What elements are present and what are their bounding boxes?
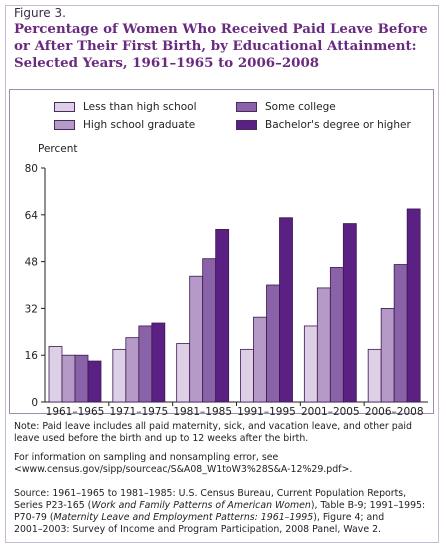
chart-title-line-1: Percentage of Women Who Received Paid Le… — [14, 21, 428, 37]
legend-item-bachelors: Bachelor's degree or higher — [236, 119, 411, 131]
source-line-3-title: Maternity Leave and Employment Patterns:… — [53, 512, 314, 523]
chart-note: Note: Paid leave includes all paid mater… — [14, 421, 412, 444]
sampling-info-line-1: For information on sampling and nonsampl… — [14, 452, 279, 463]
sampling-info-url: <www.census.gov/sipp/sourceac/S&A08_W1to… — [14, 464, 353, 475]
bar — [266, 284, 280, 403]
bar — [74, 354, 89, 403]
legend-swatch-less-than-high-school — [54, 102, 75, 112]
bar — [138, 325, 153, 403]
bar — [342, 223, 357, 403]
chart-title-line-2: or After Their First Birth, by Education… — [14, 38, 417, 54]
x-tick-label: 2006–2008 — [365, 406, 424, 418]
y-tick-label: 16 — [25, 350, 39, 362]
bar — [316, 287, 331, 403]
x-tick-label: 1981–1985 — [173, 406, 232, 418]
figure-label: Figure 3. — [14, 6, 66, 20]
y-tick-label: 32 — [25, 303, 38, 315]
legend-swatch-bachelors — [236, 120, 257, 130]
x-tick-label: 1961–1965 — [46, 406, 105, 418]
bar — [215, 229, 230, 403]
bar — [48, 346, 63, 403]
bar — [279, 217, 293, 403]
bar — [380, 307, 395, 403]
x-tick-label: 1991–1995 — [237, 406, 296, 418]
bar — [176, 343, 191, 403]
bar — [112, 348, 127, 403]
legend-label-bachelors: Bachelor's degree or higher — [265, 119, 411, 131]
bar — [240, 348, 254, 403]
legend-label-some-college: Some college — [265, 101, 336, 113]
legend-item-less-than-high-school: Less than high school — [54, 101, 197, 113]
bar — [303, 325, 318, 403]
source-line-3-pre: P70-79 ( — [14, 512, 54, 523]
legend-item-high-school-graduate: High school graduate — [54, 119, 195, 131]
legend-item-some-college: Some college — [236, 101, 336, 113]
source-line-1: Source: 1961–1965 to 1981–1985: U.S. Cen… — [14, 488, 407, 499]
bar — [189, 275, 204, 403]
bar — [61, 354, 76, 403]
bar — [406, 208, 421, 403]
source-line-2-title: Work and Family Patterns of American Wom… — [91, 500, 311, 511]
legend-label-less-than-high-school: Less than high school — [83, 101, 197, 113]
chart-title-line-3: Selected Years, 1961–1965 to 2006–2008 — [14, 55, 320, 71]
bar — [329, 267, 344, 403]
source-line-2-pre: Series P23-165 ( — [14, 500, 92, 511]
bar — [367, 348, 382, 403]
source-line-3-post: ), Figure 4; and — [313, 512, 385, 523]
bar — [151, 322, 166, 403]
legend-swatch-some-college — [236, 102, 257, 112]
chart-title: Percentage of Women Who Received Paid Le… — [14, 21, 430, 72]
source-line-3: P70-79 (Maternity Leave and Employment P… — [14, 512, 434, 524]
legend-swatch-high-school-graduate — [54, 120, 75, 130]
y-tick-label: 48 — [25, 257, 38, 269]
bar — [393, 264, 408, 403]
source-line-2: Series P23-165 (Work and Family Patterns… — [14, 500, 434, 512]
sampling-info: For information on sampling and nonsampl… — [14, 452, 434, 476]
source-citation: Source: 1961–1965 to 1981–1985: U.S. Cen… — [14, 488, 434, 536]
legend-label-high-school-graduate: High school graduate — [83, 119, 196, 131]
source-line-4: 2001–2003: Survey of Income and Program … — [14, 524, 382, 535]
x-tick-label: 2001–2005 — [301, 406, 360, 418]
y-tick-label: 0 — [31, 397, 38, 409]
bar — [202, 258, 217, 403]
bar — [253, 316, 267, 403]
y-axis-label: Percent — [38, 143, 78, 155]
bar — [87, 360, 102, 403]
y-tick-label: 64 — [25, 210, 39, 222]
y-tick-label: 80 — [25, 163, 38, 175]
x-tick-label: 1971–1975 — [109, 406, 168, 418]
source-line-2-post: ), Table B-9; 1991–1995: — [310, 500, 426, 511]
bar — [125, 337, 140, 403]
